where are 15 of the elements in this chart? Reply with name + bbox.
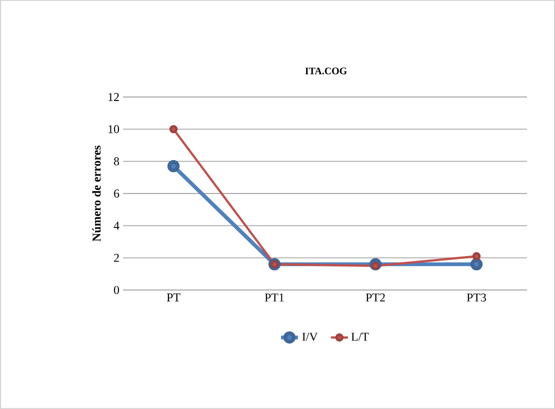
y-axis-title: Número de errores: [92, 146, 101, 242]
y-tick-label: 8: [114, 157, 120, 166]
x-tick-label: PT3: [466, 294, 486, 302]
x-tick-label: PT: [166, 294, 180, 302]
y-tick-label: 10: [108, 125, 120, 134]
legend-label: L/T: [351, 332, 369, 341]
y-tick-label: 12: [108, 93, 119, 101]
y-tick-label: 4: [114, 222, 120, 230]
y-tick-label: 2: [114, 254, 119, 262]
x-tick-label: PT1: [264, 294, 284, 302]
y-tick-label: 6: [114, 189, 120, 198]
y-tick-label: 0: [114, 286, 120, 294]
chart-title: ITA.COG: [305, 68, 347, 74]
x-tick-label: PT2: [366, 294, 385, 302]
legend-label: I/V: [302, 332, 318, 341]
